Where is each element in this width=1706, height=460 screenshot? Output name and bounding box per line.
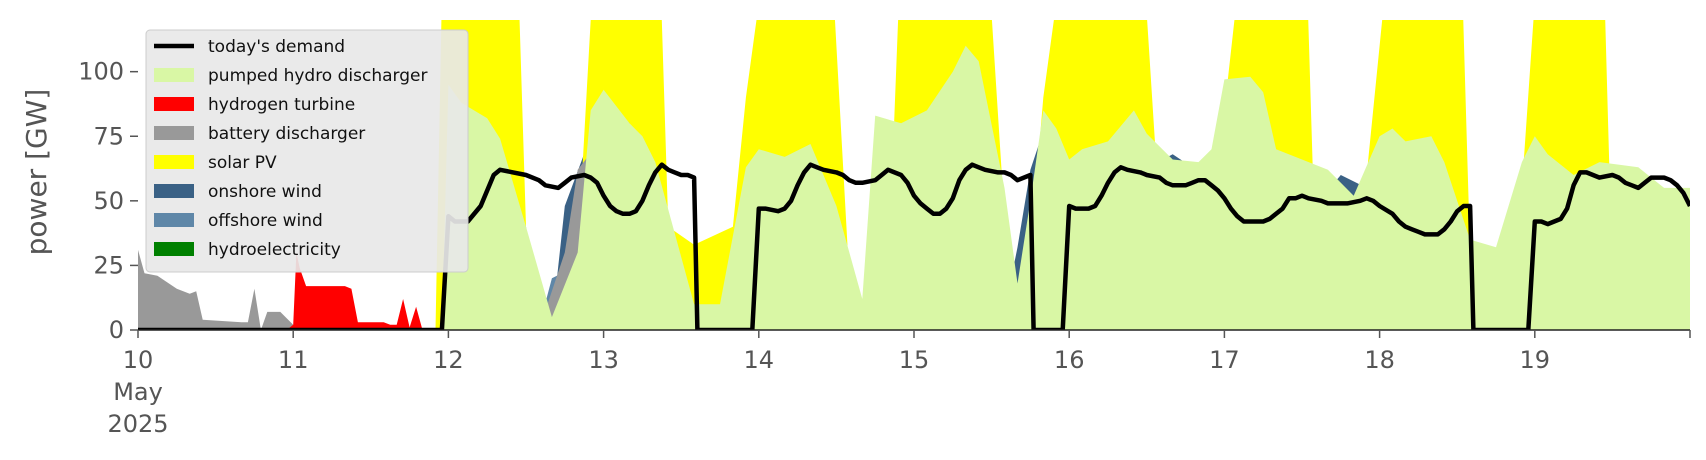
y-tick-label: 100: [78, 58, 124, 86]
legend-label: offshore wind: [208, 211, 323, 231]
legend-item-onshore-wind: onshore wind: [154, 182, 322, 202]
legend-swatch: [154, 155, 194, 169]
legend-swatch: [154, 213, 194, 227]
x-tick-label: 12: [433, 346, 464, 374]
legend-label: battery discharger: [208, 124, 365, 144]
legend-item-hydroelectricity: hydroelectricity: [154, 240, 341, 260]
legend-label: onshore wind: [208, 182, 322, 202]
legend-item-solar-pv: solar PV: [154, 153, 277, 173]
y-tick-label: 25: [93, 251, 124, 279]
legend-item-battery-discharger: battery discharger: [154, 124, 365, 144]
x-axis: 10 May 2025 11 12 13 14 15 16 17 18 19: [107, 329, 1691, 438]
y-axis: 0 25 50 75 100: [78, 58, 138, 344]
y-tick-label: 0: [109, 316, 124, 344]
x-tick-label: 19: [1520, 346, 1551, 374]
legend-swatch: [154, 242, 194, 256]
x-tick-sublabel: 2025: [107, 410, 168, 438]
plot-area: [138, 20, 1690, 330]
x-tick-label: 18: [1364, 346, 1395, 374]
legend-swatch: [154, 97, 194, 111]
series-today-s-demand: [138, 162, 1690, 330]
legend-label: hydrogen turbine: [208, 95, 355, 115]
x-tick-label: 10: [123, 346, 154, 374]
legend-label: today's demand: [208, 37, 345, 57]
legend-item-today-s-demand: today's demand: [154, 37, 345, 57]
x-tick-label: 16: [1054, 346, 1085, 374]
legend-label: solar PV: [208, 153, 277, 173]
legend-box: [145, 29, 469, 273]
series-pumped-hydro-discharger: [138, 45, 1690, 330]
x-tick-sublabel: May: [113, 378, 163, 406]
x-tick-label: 11: [278, 346, 309, 374]
x-tick-label: 15: [899, 346, 930, 374]
x-tick-label: 17: [1209, 346, 1240, 374]
legend-label: pumped hydro discharger: [208, 66, 427, 86]
y-axis-label: power [GW]: [20, 89, 53, 256]
y-tick-label: 50: [93, 187, 124, 215]
legend: today's demand pumped hydro discharger hyd…: [145, 29, 469, 273]
y-tick-label: 75: [93, 122, 124, 150]
legend-item-hydrogen-turbine: hydrogen turbine: [154, 95, 355, 115]
x-tick-label: 14: [744, 346, 775, 374]
legend-label: hydroelectricity: [208, 240, 341, 260]
x-tick-label: 13: [588, 346, 619, 374]
legend-item-offshore-wind: offshore wind: [154, 211, 323, 231]
legend-swatch: [154, 68, 194, 82]
legend-swatch: [154, 184, 194, 198]
legend-swatch: [154, 126, 194, 140]
legend-item-pumped-hydro-discharger: pumped hydro discharger: [154, 66, 427, 86]
